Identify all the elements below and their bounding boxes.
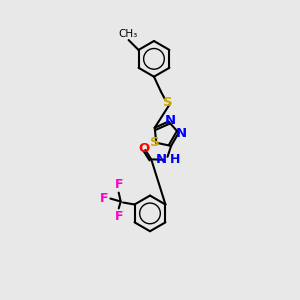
Text: H: H bbox=[169, 153, 180, 166]
Text: O: O bbox=[139, 142, 150, 155]
Text: F: F bbox=[100, 192, 108, 205]
Text: F: F bbox=[115, 210, 123, 224]
Text: N: N bbox=[176, 127, 187, 140]
Text: S: S bbox=[150, 136, 160, 149]
Text: F: F bbox=[115, 178, 123, 190]
Text: S: S bbox=[163, 96, 172, 109]
Text: N: N bbox=[165, 114, 176, 127]
Text: N: N bbox=[156, 153, 167, 166]
Text: CH₃: CH₃ bbox=[118, 29, 137, 39]
